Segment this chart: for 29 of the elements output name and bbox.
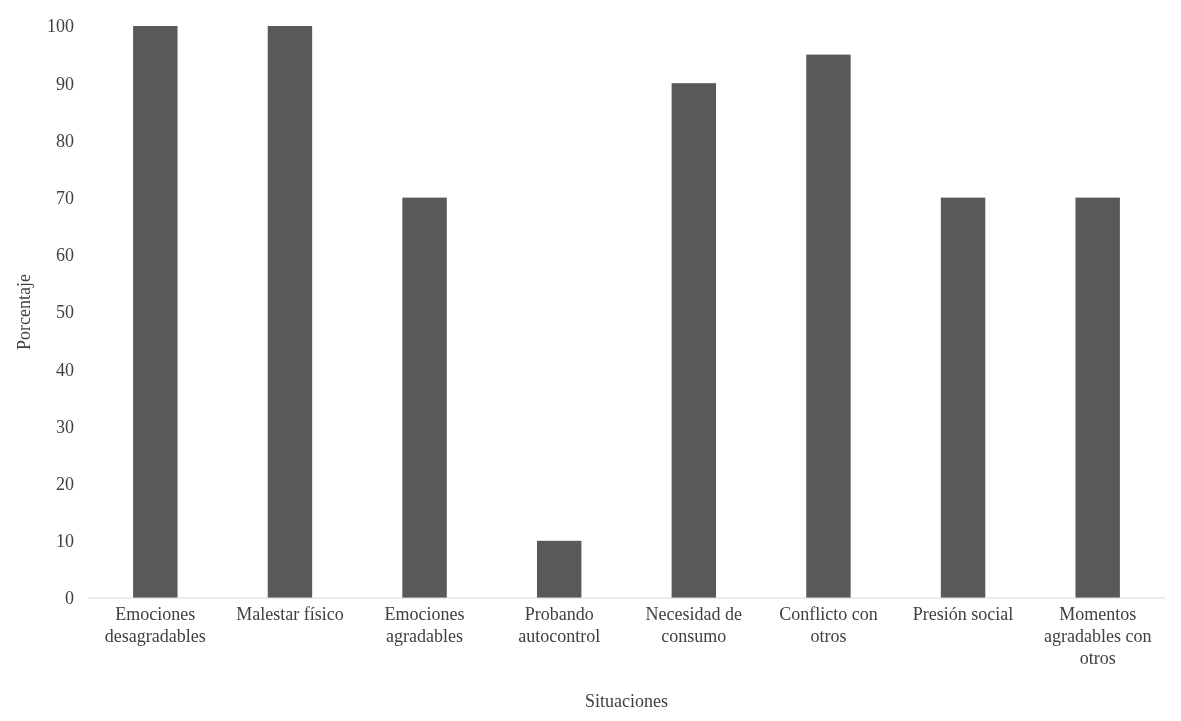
y-axis-title: Porcentaje bbox=[14, 274, 34, 350]
y-tick-label: 50 bbox=[56, 302, 74, 323]
bar bbox=[671, 83, 717, 598]
y-tick-label: 100 bbox=[47, 16, 74, 37]
y-tick-label: 0 bbox=[65, 588, 74, 609]
y-tick-label: 90 bbox=[56, 73, 74, 94]
x-tick-label: Necesidad de consumo bbox=[645, 604, 743, 646]
bar bbox=[133, 26, 178, 598]
y-tick-label: 60 bbox=[56, 245, 74, 266]
x-tick-label: Probando autocontrol bbox=[518, 604, 601, 646]
y-tick-label: 20 bbox=[56, 473, 74, 494]
bar bbox=[267, 26, 313, 598]
bar bbox=[1075, 197, 1120, 598]
x-tick-label: Emociones desagradables bbox=[104, 604, 206, 646]
y-tick-label: 10 bbox=[56, 531, 74, 552]
y-tick-label: 70 bbox=[56, 187, 74, 208]
x-tick-label: Presión social bbox=[912, 604, 1014, 624]
x-tick-label: Emociones agradables bbox=[384, 604, 465, 646]
x-tick-label: Malestar físico bbox=[236, 604, 344, 624]
bar bbox=[536, 540, 582, 598]
bar bbox=[806, 54, 851, 598]
x-tick-label: Momentos agradables con otros bbox=[1043, 604, 1152, 668]
x-axis-title: Situaciones bbox=[585, 691, 668, 711]
y-tick-label: 80 bbox=[56, 130, 74, 151]
bar bbox=[940, 197, 986, 598]
bar bbox=[402, 197, 447, 598]
x-tick-label: Conflicto con otros bbox=[779, 604, 878, 646]
y-tick-label: 40 bbox=[56, 359, 74, 380]
y-tick-label: 30 bbox=[56, 416, 74, 437]
